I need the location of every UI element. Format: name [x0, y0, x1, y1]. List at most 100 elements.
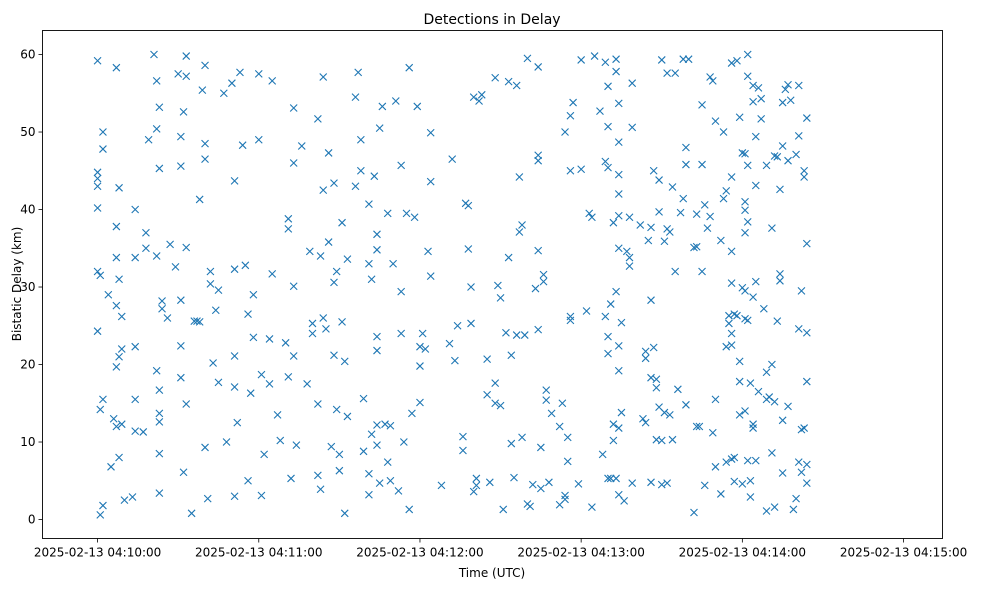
data-point — [356, 166, 365, 175]
data-point — [515, 173, 524, 181]
data-point — [195, 195, 204, 204]
data-point — [768, 448, 776, 457]
data-point — [332, 405, 341, 414]
data-point — [182, 400, 191, 408]
data-point — [671, 267, 680, 276]
data-point — [120, 496, 129, 505]
data-point — [770, 503, 779, 512]
data-point — [671, 69, 680, 78]
data-point — [93, 204, 102, 212]
data-point — [332, 267, 341, 276]
data-point — [292, 441, 301, 450]
data-point — [176, 373, 185, 382]
data-point — [620, 497, 629, 505]
data-point — [174, 70, 183, 78]
data-point — [625, 213, 634, 222]
data-point — [195, 318, 204, 326]
data-point — [647, 296, 655, 305]
data-point — [802, 239, 811, 248]
data-point — [373, 230, 381, 239]
data-point — [727, 59, 736, 67]
data-point — [725, 319, 733, 328]
data-point — [445, 339, 454, 348]
data-point — [467, 319, 475, 328]
data-point — [230, 383, 239, 391]
data-point — [802, 328, 811, 337]
data-point — [612, 67, 620, 76]
data-point — [131, 395, 140, 404]
data-point — [636, 221, 645, 229]
data-point — [606, 300, 615, 308]
data-point — [751, 132, 760, 141]
data-point — [601, 157, 610, 166]
data-point — [682, 143, 690, 152]
data-point — [789, 505, 798, 514]
data-point — [676, 208, 685, 217]
data-point — [786, 96, 795, 105]
data-point — [201, 139, 209, 148]
data-point — [244, 310, 252, 319]
data-point — [727, 247, 736, 256]
data-point — [104, 290, 113, 299]
data-point — [784, 402, 792, 411]
data-point — [416, 342, 424, 351]
data-point — [99, 501, 107, 510]
data-point — [800, 424, 809, 432]
data-point — [542, 386, 551, 394]
data-point — [520, 331, 529, 339]
data-point — [115, 183, 123, 192]
data-point — [746, 493, 755, 501]
data-point — [590, 52, 599, 60]
data-point — [614, 170, 623, 179]
data-point — [800, 173, 809, 181]
data-point — [558, 399, 567, 408]
data-point — [735, 411, 744, 419]
data-point — [335, 466, 344, 475]
data-point — [268, 269, 277, 278]
data-point — [539, 277, 548, 286]
data-point — [703, 224, 712, 233]
data-point — [778, 469, 787, 477]
data-point — [746, 379, 755, 388]
data-point — [354, 68, 363, 77]
data-point — [792, 150, 800, 159]
data-point — [711, 117, 720, 126]
data-point — [370, 172, 379, 181]
data-point — [426, 177, 435, 186]
data-point — [413, 102, 422, 111]
data-point — [512, 331, 521, 339]
data-point — [719, 128, 728, 136]
data-point — [504, 253, 513, 262]
data-point — [93, 174, 102, 183]
data-point — [722, 458, 731, 467]
data-point — [289, 104, 298, 112]
data-point — [343, 412, 352, 421]
data-point — [405, 63, 414, 72]
data-point — [665, 411, 674, 419]
data-point — [322, 324, 330, 333]
data-point — [222, 438, 231, 446]
data-point — [614, 366, 623, 375]
data-point — [617, 318, 626, 327]
data-point — [316, 485, 325, 494]
data-point — [338, 218, 346, 227]
data-point — [641, 354, 650, 363]
data-point — [647, 223, 655, 232]
data-point — [459, 446, 467, 455]
data-point — [308, 329, 317, 338]
data-point — [203, 494, 212, 503]
x-tick-label: 2025-02-13 04:12:00 — [356, 546, 483, 560]
data-point — [426, 128, 435, 137]
data-point — [604, 82, 612, 91]
data-point — [708, 76, 717, 85]
data-point — [107, 462, 115, 471]
data-point — [416, 398, 424, 407]
data-point — [759, 304, 768, 313]
data-point — [741, 228, 749, 237]
data-point — [155, 164, 164, 173]
data-point — [706, 73, 715, 81]
data-point — [792, 494, 800, 503]
data-point — [743, 218, 752, 226]
data-point — [561, 128, 569, 136]
